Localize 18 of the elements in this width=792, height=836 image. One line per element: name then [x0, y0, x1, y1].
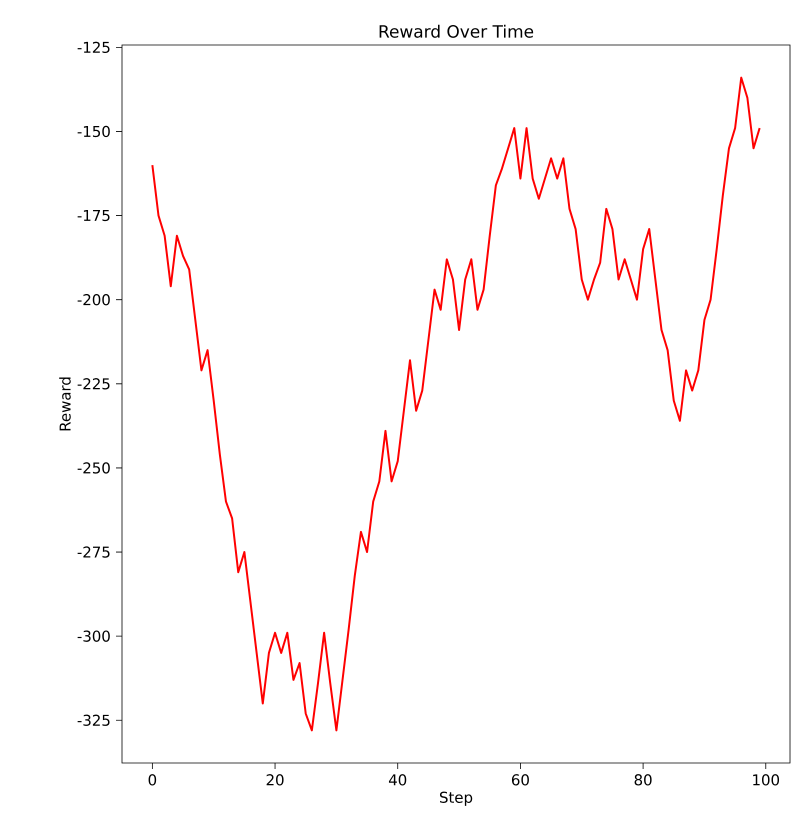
- y-tick-label: -125: [78, 42, 110, 54]
- x-tick-label: 40: [388, 774, 406, 786]
- y-axis-title: Reward: [59, 378, 71, 430]
- y-tick-label: -325: [78, 714, 110, 726]
- x-tick-label: 100: [753, 774, 780, 786]
- y-tick-label: -200: [78, 294, 110, 306]
- y-tick-label: -175: [78, 210, 110, 222]
- x-tick-label: 0: [148, 774, 156, 786]
- x-tick-label: 60: [512, 774, 529, 786]
- y-tick-label: -275: [78, 546, 110, 558]
- y-tick-label: -150: [78, 126, 110, 138]
- x-tick-label: 80: [634, 774, 652, 786]
- x-tick-label: 20: [266, 774, 284, 786]
- chart-title: Reward Over Time: [380, 24, 534, 38]
- y-tick-label: -300: [78, 630, 110, 642]
- x-axis-title: Step: [440, 792, 472, 806]
- y-tick-label: -225: [78, 378, 110, 390]
- y-tick-label: -250: [78, 462, 110, 474]
